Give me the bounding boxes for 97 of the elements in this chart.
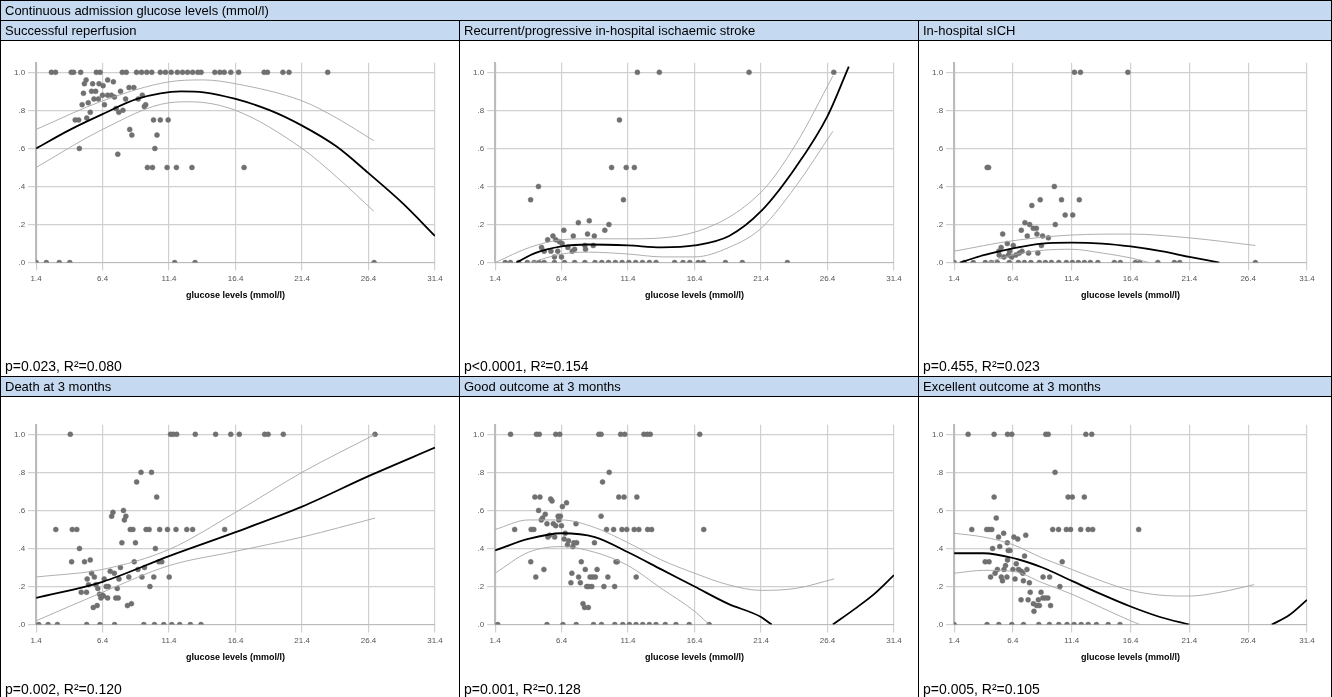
- x-tick-label: 6.4: [1007, 635, 1020, 645]
- x-tick-label: 31.4: [1299, 273, 1316, 283]
- y-tick-label: .2: [477, 581, 485, 591]
- x-tick-label: 31.4: [1299, 635, 1316, 645]
- x-tick-label: 6.4: [1007, 273, 1020, 283]
- y-tick-label: .8: [18, 467, 26, 477]
- y-tick-label: .2: [18, 581, 26, 591]
- y-tick-label: .4: [18, 181, 26, 191]
- y-tick-label: 1.0: [932, 67, 944, 77]
- x-tick-label: 21.4: [294, 635, 311, 645]
- x-axis-title: glucose levels (mmol/l): [645, 652, 745, 663]
- x-tick-label: 11.4: [161, 273, 178, 283]
- x-tick-label: 31.4: [427, 273, 444, 283]
- y-tick-label: .6: [477, 143, 485, 153]
- y-tick-label: .8: [477, 467, 485, 477]
- x-tick-label: 1.4: [948, 273, 961, 283]
- y-tick-label: .0: [936, 257, 944, 267]
- x-axis-title: glucose levels (mmol/l): [645, 290, 745, 301]
- x-tick-label: 21.4: [753, 273, 770, 283]
- chart-title: In-hospital sICH: [919, 21, 1331, 41]
- y-tick-label: .8: [936, 105, 944, 115]
- x-tick-label: 11.4: [161, 635, 178, 645]
- y-tick-label: .8: [477, 105, 485, 115]
- y-tick-label: .6: [18, 505, 26, 515]
- chart-title: Good outcome at 3 months: [460, 377, 918, 397]
- y-tick-label: .0: [477, 619, 485, 629]
- x-tick-label: 26.4: [1240, 635, 1257, 645]
- x-axis-title: glucose levels (mmol/l): [1081, 290, 1181, 301]
- x-tick-label: 1.4: [489, 635, 502, 645]
- x-tick-label: 11.4: [1064, 273, 1080, 283]
- y-tick-label: 1.0: [473, 429, 485, 439]
- y-tick-label: .0: [477, 257, 485, 267]
- text: Continuous admission glucose levels (mmol/l): [1, 1, 1331, 21]
- x-axis-title: glucose levels (mmol/l): [186, 652, 286, 663]
- x-tick-label: 11.4: [620, 635, 637, 645]
- chart-title: Excellent outcome at 3 months: [919, 377, 1331, 397]
- x-tick-label: 31.4: [886, 273, 903, 283]
- y-tick-label: .0: [18, 257, 26, 267]
- x-tick-label: 21.4: [753, 635, 770, 645]
- y-tick-label: .2: [477, 219, 485, 229]
- x-tick-label: 6.4: [556, 635, 568, 645]
- x-tick-label: 31.4: [427, 635, 444, 645]
- x-tick-label: 16.4: [227, 635, 244, 645]
- x-tick-label: 1.4: [489, 273, 502, 283]
- x-tick-label: 16.4: [686, 635, 703, 645]
- text: p=0.002, R²=0.120: [5, 681, 122, 697]
- x-tick-label: 11.4: [1064, 635, 1080, 645]
- y-tick-label: 1.0: [14, 429, 26, 439]
- x-tick-label: 21.4: [1181, 635, 1198, 645]
- x-tick-label: 11.4: [620, 273, 637, 283]
- x-axis-title: glucose levels (mmol/l): [1081, 652, 1181, 663]
- y-tick-label: .4: [477, 181, 485, 191]
- x-tick-label: 16.4: [227, 273, 244, 283]
- y-tick-label: .6: [936, 505, 944, 515]
- x-tick-label: 16.4: [1122, 635, 1139, 645]
- x-tick-label: 26.4: [819, 273, 836, 283]
- y-tick-label: .2: [18, 219, 26, 229]
- chart-title: Recurrent/progressive in-hospital ischaemic stroke: [460, 21, 918, 41]
- chart-title: Successful reperfusion: [1, 21, 459, 41]
- y-tick-label: .0: [18, 619, 26, 629]
- x-tick-label: 1.4: [30, 635, 43, 645]
- chart-title: Death at 3 months: [1, 377, 459, 397]
- y-tick-label: .4: [18, 543, 26, 553]
- x-tick-label: 26.4: [360, 273, 377, 283]
- x-tick-label: 21.4: [294, 273, 311, 283]
- y-tick-label: .0: [936, 619, 944, 629]
- x-tick-label: 6.4: [97, 273, 109, 283]
- x-tick-label: 16.4: [1122, 273, 1139, 283]
- y-tick-label: 1.0: [14, 67, 26, 77]
- x-tick-label: 31.4: [886, 635, 903, 645]
- y-tick-label: 1.0: [473, 67, 485, 77]
- y-tick-label: .2: [936, 219, 944, 229]
- text: p=0.023, R²=0.080: [5, 358, 122, 374]
- x-tick-label: 1.4: [948, 635, 961, 645]
- x-tick-label: 1.4: [30, 273, 43, 283]
- text: p=0.455, R²=0.023: [923, 358, 1040, 374]
- text: p=0.005, R²=0.105: [923, 681, 1040, 697]
- y-tick-label: .8: [936, 467, 944, 477]
- y-tick-label: .6: [18, 143, 26, 153]
- y-tick-label: .4: [936, 181, 944, 191]
- x-axis-title: glucose levels (mmol/l): [186, 290, 286, 301]
- y-tick-label: .8: [18, 105, 26, 115]
- y-tick-label: .2: [936, 581, 944, 591]
- x-tick-label: 21.4: [1181, 273, 1198, 283]
- y-tick-label: 1.0: [932, 429, 944, 439]
- x-tick-label: 16.4: [686, 273, 703, 283]
- text: p=0.001, R²=0.128: [464, 681, 581, 697]
- text: p<0.0001, R²=0.154: [464, 358, 589, 374]
- y-tick-label: .6: [936, 143, 944, 153]
- x-tick-label: 6.4: [556, 273, 568, 283]
- x-tick-label: 6.4: [97, 635, 109, 645]
- x-tick-label: 26.4: [360, 635, 377, 645]
- x-tick-label: 26.4: [1240, 273, 1257, 283]
- y-tick-label: .4: [477, 543, 485, 553]
- y-tick-label: .6: [477, 505, 485, 515]
- x-tick-label: 26.4: [819, 635, 836, 645]
- y-tick-label: .4: [936, 543, 944, 553]
